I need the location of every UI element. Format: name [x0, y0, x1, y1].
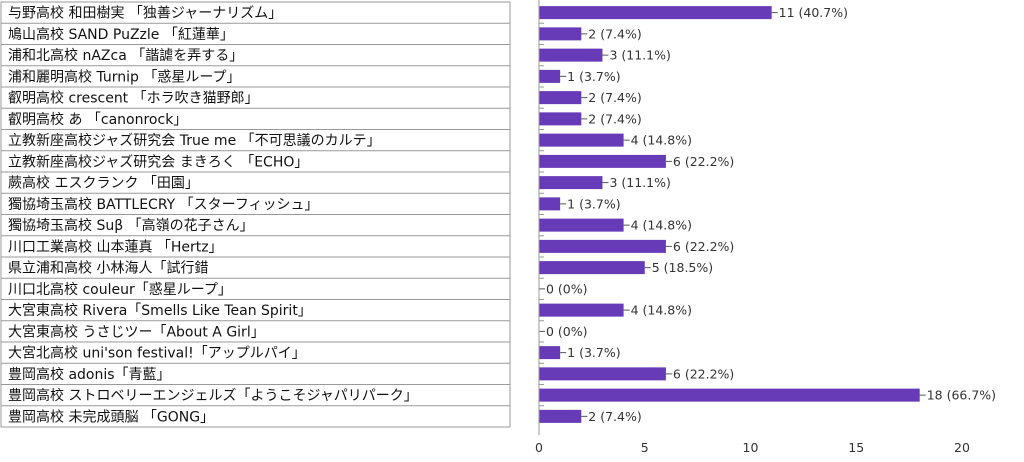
category-label: 獨協埼玉高校 BATTLECRY 「スターフィッシュ」: [8, 196, 319, 213]
bar: [539, 346, 561, 360]
x-tick-label: 20: [954, 440, 970, 455]
x-tick-label: 15: [848, 440, 864, 455]
category-table: 与野高校 和田樹実 「独善ジャーナリズム」鳩山高校 SAND PuZzle 「紅…: [0, 1, 511, 428]
bar: [539, 218, 624, 232]
value-label: 2 (7.4%): [588, 409, 641, 424]
bar: [539, 388, 920, 402]
value-label: 0 (0%): [546, 324, 588, 339]
bar: [539, 239, 666, 253]
value-label: 18 (66.7%): [927, 388, 996, 403]
value-label: 6 (22.2%): [673, 154, 734, 169]
category-label: 川口工業高校 山本蓮真 「Hertz」: [8, 238, 223, 255]
x-tick-label: 5: [641, 440, 649, 455]
category-label: 浦和麗明高校 Turnip 「惑星ループ」: [8, 68, 241, 85]
value-label: 3 (11.1%): [609, 175, 670, 190]
category-label: 立教新座高校ジャズ研究会 まきろく 「ECHO」: [8, 153, 308, 170]
bar: [539, 303, 624, 317]
bar: [539, 112, 582, 126]
bar: [539, 197, 561, 211]
value-label: 2 (7.4%): [588, 111, 641, 126]
category-label: 大宮北高校 uni'son festival!「アップルパイ」: [8, 345, 306, 362]
bars-area: 11 (40.7%) 2 (7.4%) 3 (11.1%) 1 (3.7%) 2 (7.…: [539, 5, 996, 424]
bar: [539, 6, 772, 20]
bar: [539, 409, 582, 423]
x-tick-label: 10: [743, 440, 759, 455]
category-label: 豊岡高校 ストロベリーエンジェルズ「ようこそジャパリパーク」: [8, 387, 418, 404]
value-label: 6 (22.2%): [673, 366, 734, 381]
value-label: 1 (3.7%): [567, 345, 620, 360]
category-label: 県立浦和高校 小林海人「試行錯: [8, 260, 208, 277]
bar: [539, 176, 603, 190]
value-label: 4 (14.8%): [631, 133, 692, 148]
bar: [539, 367, 666, 381]
value-label: 1 (3.7%): [567, 196, 620, 211]
bar: [539, 48, 603, 62]
category-label: 大宮東高校 Rivera「Smells Like Tean Spirit」: [8, 302, 312, 319]
category-label: 豊岡高校 adonis「青藍」: [8, 366, 171, 383]
category-label: 与野高校 和田樹実 「独善ジャーナリズム」: [8, 5, 282, 22]
bar: [539, 154, 666, 168]
x-tick-label: 0: [535, 440, 543, 455]
value-label: 2 (7.4%): [588, 26, 641, 41]
category-label: 浦和北高校 nAZca 「諧謔を弄する」: [8, 47, 243, 64]
bar: [539, 91, 582, 105]
bar: [539, 261, 645, 275]
value-label: 4 (14.8%): [631, 303, 692, 318]
value-label: 11 (40.7%): [779, 5, 848, 20]
category-label: 獨協埼玉高校 Suβ 「高嶺の花子さん」: [8, 217, 254, 234]
category-label: 立教新座高校ジャズ研究会 True me 「不可思議のカルテ」: [8, 132, 381, 149]
category-label: 大宮東高校 うさじツー「About A Girl」: [8, 323, 265, 340]
value-label: 3 (11.1%): [609, 48, 670, 63]
category-label: 豊岡高校 未完成頭脳 「GONG」: [8, 408, 214, 425]
bar: [539, 69, 561, 83]
value-label: 0 (0%): [546, 281, 588, 296]
category-label: 川口北高校 couleur「惑星ループ」: [8, 281, 232, 298]
category-label: 叡明高校 crescent 「ホラ吹き猫野郎」: [8, 90, 259, 107]
x-axis: 0 5 10 15 20: [535, 0, 970, 455]
value-label: 5 (18.5%): [652, 260, 713, 275]
category-label: 蕨高校 エスクランク 「田園」: [8, 175, 199, 192]
value-label: 2 (7.4%): [588, 90, 641, 105]
category-label: 叡明高校 あ 「canonrock」: [8, 111, 187, 128]
bar: [539, 27, 582, 41]
value-label: 6 (22.2%): [673, 239, 734, 254]
category-label: 鳩山高校 SAND PuZzle 「紅蓮華」: [8, 26, 234, 43]
value-label: 1 (3.7%): [567, 69, 620, 84]
value-label: 4 (14.8%): [631, 218, 692, 233]
bar: [539, 133, 624, 147]
